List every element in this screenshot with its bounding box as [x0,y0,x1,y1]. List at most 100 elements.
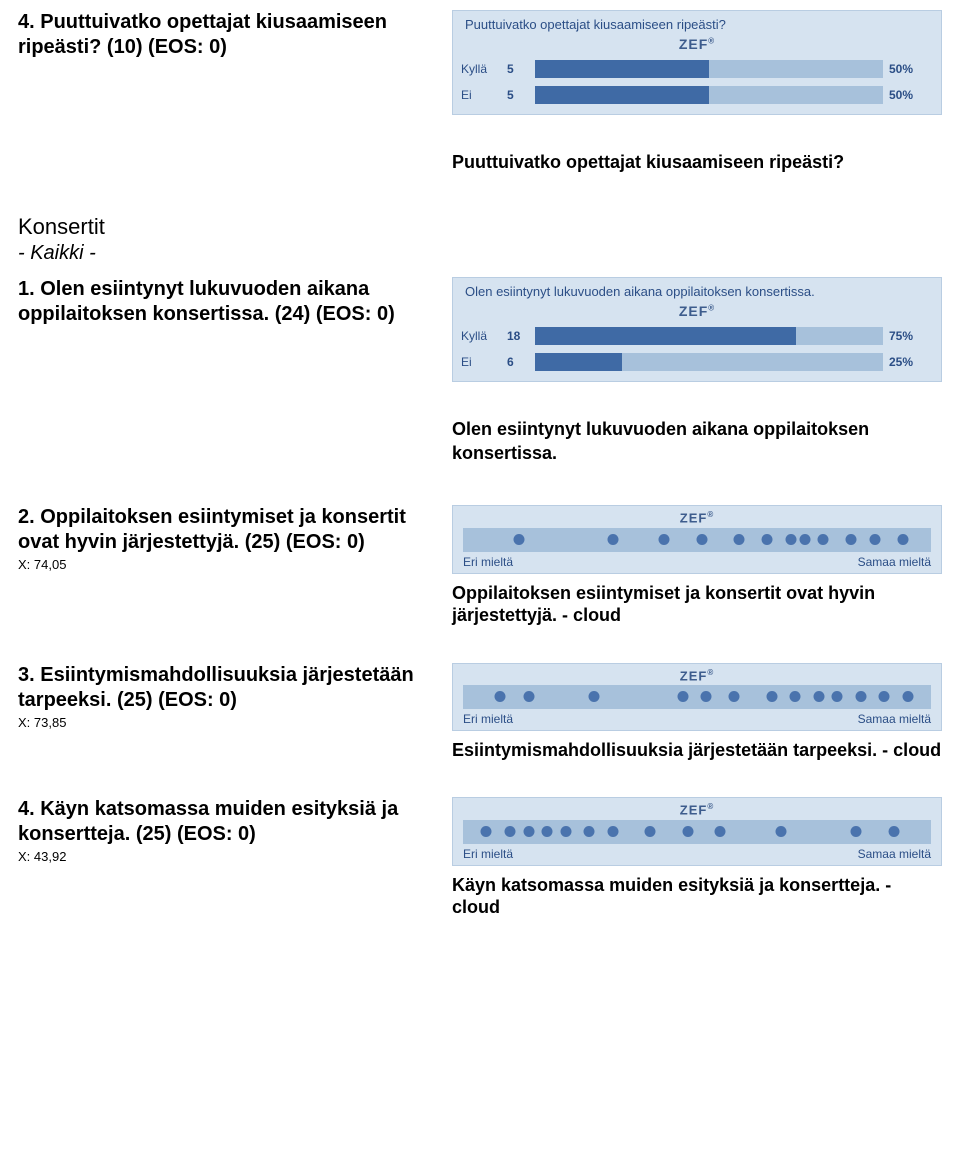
chart-title: Puuttuivatko opettajat kiusaamiseen ripe… [461,17,933,32]
cloud-dot [762,534,773,545]
cloud-dot [715,826,726,837]
cloud-dot [897,534,908,545]
cloud-dot [523,691,534,702]
row-label: Ei [461,355,507,369]
row-pct: 75% [889,329,933,343]
row-label: Ei [461,88,507,102]
cloud-dot [818,534,829,545]
cloud-dot [607,534,618,545]
cloud-dot [879,691,890,702]
q4-chart: Puuttuivatko opettajat kiusaamiseen ripe… [452,10,942,115]
cloud-dot [607,826,618,837]
cloud-dot [560,826,571,837]
zef-logo: ZEF® [461,36,933,52]
cloud-dot [514,534,525,545]
chart-row: Kyllä5 50% [461,58,933,80]
cloud-dot [869,534,880,545]
cloud-strip [463,528,931,552]
cloud-dot [846,534,857,545]
cloud-dot [495,691,506,702]
q1-row: 1. Olen esiintynyt lukuvuoden aikana opp… [18,277,942,382]
q4-heading: 4. Puuttuivatko opettajat kiusaamiseen r… [18,10,428,60]
cloud-dot [481,826,492,837]
cloud-strip [463,685,931,709]
cloud-dot [504,826,515,837]
q4b-cloud: ZEF® Eri mieltä Samaa mieltä [452,797,942,865]
chart-row: Ei550% [461,84,933,106]
row-count: 5 [507,62,535,76]
cloud-dot [785,534,796,545]
cloud-left-label: Eri mieltä [463,712,513,726]
q2-left: 2. Oppilaitoksen esiintymiset ja konsert… [18,505,428,572]
chart-row: Kyllä1875% [461,325,933,347]
q2-right: ZEF®Eri mieltäSamaa mieltä Oppilaitoksen… [452,505,942,626]
q1-heading: 1. Olen esiintynyt lukuvuoden aikana opp… [18,277,428,327]
cloud-right-label: Samaa mieltä [858,555,931,569]
row-label: Kyllä [461,62,507,76]
q4-left: 4. Puuttuivatko opettajat kiusaamiseen r… [18,10,428,60]
cloud-labels: Eri mieltä Samaa mieltä [463,712,931,726]
q4b-heading: 4. Käyn katsomassa muiden esityksiä ja k… [18,797,428,847]
bar-fill [535,327,796,345]
cloud-dot [701,691,712,702]
cloud-left-label: Eri mieltä [463,847,513,861]
cloud-dot [766,691,777,702]
q3-xval: X: 73,85 [18,715,428,730]
zef-logo: ZEF® [463,802,931,817]
q3-heading: 3. Esiintymismahdollisuuksia järjestetää… [18,663,428,713]
q3-caption: Esiintymismahdollisuuksia järjestetään t… [452,739,942,762]
row-label: Kyllä [461,329,507,343]
q3-left: 3. Esiintymismahdollisuuksia järjestetää… [18,663,428,730]
q4-sub-row: Puuttuivatko opettajat kiusaamiseen ripe… [18,151,942,178]
cloud-dot [659,534,670,545]
row-pct: 50% [889,62,933,76]
bar-track [535,86,883,104]
cloud-dot [696,534,707,545]
q1-sub-row: Olen esiintynyt lukuvuoden aikana oppila… [18,418,942,469]
row-pct: 25% [889,355,933,369]
bar-fill [535,60,709,78]
row-count: 6 [507,355,535,369]
cloud-dot [682,826,693,837]
cloud-dot [832,691,843,702]
q4b-xval: X: 43,92 [18,849,428,864]
chart-title: Olen esiintynyt lukuvuoden aikana oppila… [461,284,933,299]
q1-left: 1. Olen esiintynyt lukuvuoden aikana opp… [18,277,428,327]
cloud-right-label: Samaa mieltä [858,712,931,726]
q1-sub-heading: Olen esiintynyt lukuvuoden aikana oppila… [452,418,942,465]
cloud-dot [799,534,810,545]
cloud-dot [589,691,600,702]
cloud-dot [813,691,824,702]
q2-row: 2. Oppilaitoksen esiintymiset ja konsert… [18,505,942,626]
cloud-dot [888,826,899,837]
zef-logo: ZEF® [461,303,933,319]
q4-right: Puuttuivatko opettajat kiusaamiseen ripe… [452,10,942,115]
q1-chart: Olen esiintynyt lukuvuoden aikana oppila… [452,277,942,382]
q3-right: ZEF®Eri mieltäSamaa mieltä Esiintymismah… [452,663,942,762]
q2-xval: X: 74,05 [18,557,428,572]
section-title: Konsertit [18,214,942,240]
q4-sub-heading: Puuttuivatko opettajat kiusaamiseen ripe… [452,151,942,174]
row-count: 5 [507,88,535,102]
cloud-dot [584,826,595,837]
bar-track [535,327,883,345]
q2-caption: Oppilaitoksen esiintymiset ja konsertit … [452,582,942,627]
section-subtitle: - Kaikki - [18,242,942,265]
q1-right: Olen esiintynyt lukuvuoden aikana oppila… [452,277,942,382]
q3-row: 3. Esiintymismahdollisuuksia järjestetää… [18,663,942,762]
cloud-right-label: Samaa mieltä [858,847,931,861]
bar-fill [535,86,709,104]
cloud-left-label: Eri mieltä [463,555,513,569]
cloud-dot [790,691,801,702]
chart-row: Ei6 25% [461,351,933,373]
q2-cloud: ZEF®Eri mieltäSamaa mieltä [452,505,942,573]
bar-track [535,353,883,371]
cloud-dot [851,826,862,837]
cloud-dot [855,691,866,702]
cloud-labels: Eri mieltä Samaa mieltä [463,847,931,861]
bar-track [535,60,883,78]
cloud-dot [902,691,913,702]
cloud-strip [463,820,931,844]
q4-row: 4. Puuttuivatko opettajat kiusaamiseen r… [18,10,942,115]
q2-heading: 2. Oppilaitoksen esiintymiset ja konsert… [18,505,428,555]
